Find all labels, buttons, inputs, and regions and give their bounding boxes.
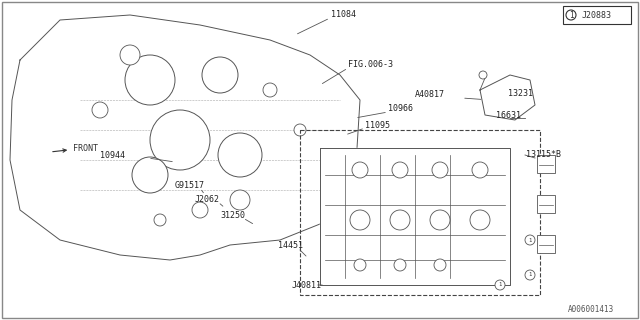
Text: 16631: 16631: [496, 111, 521, 120]
Circle shape: [154, 214, 166, 226]
Circle shape: [470, 210, 490, 230]
Circle shape: [525, 235, 535, 245]
Circle shape: [430, 210, 450, 230]
Circle shape: [230, 190, 250, 210]
Circle shape: [525, 270, 535, 280]
Circle shape: [354, 259, 366, 271]
Circle shape: [132, 157, 168, 193]
Bar: [537, 235, 555, 253]
Circle shape: [352, 162, 368, 178]
Text: J40811: J40811: [292, 281, 322, 290]
Text: 14451: 14451: [278, 241, 303, 250]
Polygon shape: [10, 15, 360, 260]
Circle shape: [394, 259, 406, 271]
Circle shape: [125, 55, 175, 105]
Circle shape: [150, 110, 210, 170]
Circle shape: [472, 162, 488, 178]
Text: 11095: 11095: [365, 121, 390, 130]
Circle shape: [192, 202, 208, 218]
Circle shape: [263, 83, 277, 97]
Polygon shape: [480, 75, 535, 120]
Text: J20883: J20883: [582, 11, 612, 20]
Circle shape: [495, 280, 505, 290]
Circle shape: [479, 71, 487, 79]
Text: 13115*B: 13115*B: [526, 150, 561, 159]
Bar: [563, 6, 631, 24]
Text: G91517: G91517: [175, 181, 205, 190]
Circle shape: [218, 133, 262, 177]
Text: 1: 1: [529, 273, 532, 277]
Text: FRONT: FRONT: [52, 143, 98, 153]
Text: 10966: 10966: [388, 104, 413, 113]
Text: 11084: 11084: [331, 10, 356, 19]
Text: 13231: 13231: [508, 89, 533, 98]
Circle shape: [432, 162, 448, 178]
Circle shape: [566, 10, 576, 20]
Circle shape: [390, 210, 410, 230]
Text: 31250: 31250: [220, 211, 245, 220]
Circle shape: [120, 45, 140, 65]
Circle shape: [434, 259, 446, 271]
Text: A40817: A40817: [415, 90, 445, 99]
Text: FIG.006-3: FIG.006-3: [348, 60, 393, 69]
Text: 1: 1: [529, 237, 532, 243]
Circle shape: [294, 124, 306, 136]
Circle shape: [92, 102, 108, 118]
Text: 1: 1: [499, 283, 502, 287]
Circle shape: [350, 210, 370, 230]
Text: A006001413: A006001413: [568, 306, 614, 315]
Bar: [537, 155, 555, 173]
Text: 10944: 10944: [100, 151, 125, 160]
Circle shape: [202, 57, 238, 93]
Bar: [537, 195, 555, 213]
Polygon shape: [320, 148, 510, 285]
Text: 1: 1: [569, 11, 573, 20]
Circle shape: [392, 162, 408, 178]
Text: J2062: J2062: [195, 195, 220, 204]
